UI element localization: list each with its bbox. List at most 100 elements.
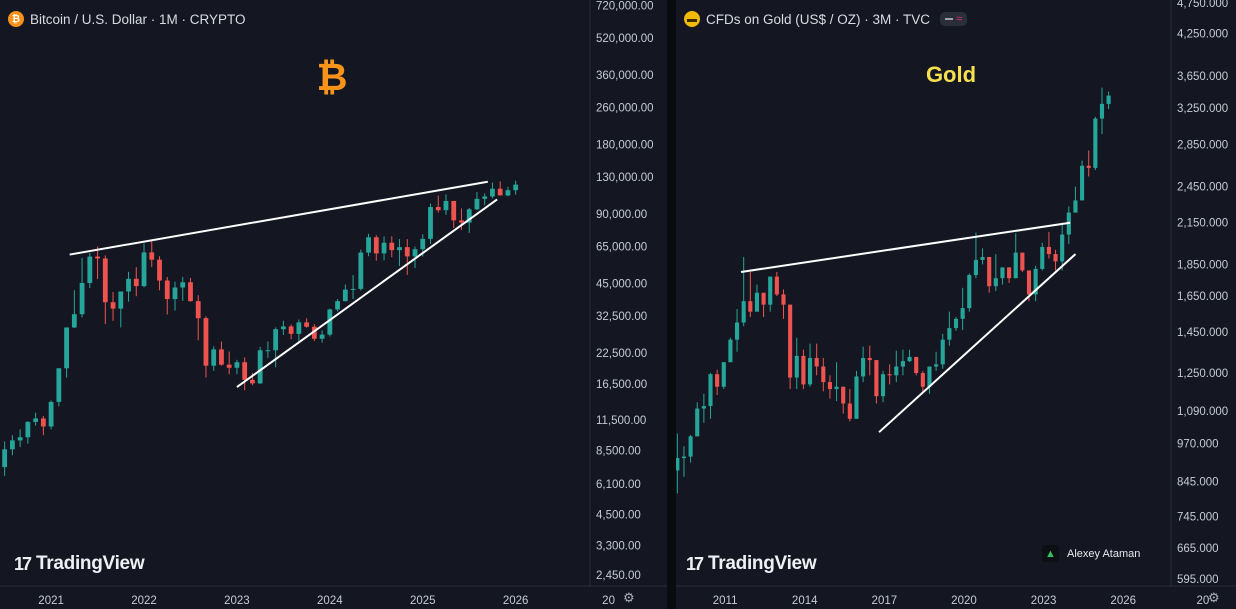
y-tick-label: 2,850.000 [1177,140,1228,152]
candle-down [133,278,139,287]
bitcoin-chart-panel[interactable]: 720,000.00 520,000.00 360,000.00 260,000.00… [0,0,667,609]
candle-up [79,282,85,315]
candle-down [373,237,379,254]
x-tick-label: 2023 [224,595,250,607]
candle-up [854,376,859,419]
y-tick-label: 260,000.00 [596,103,654,115]
candle-up [490,188,495,197]
y-tick-label: 3,300.00 [596,540,641,552]
settings-gear-icon[interactable]: ⚙ [1208,590,1220,605]
candle-up [87,256,93,283]
y-tick-label: 720,000.00 [596,0,654,12]
candle-down [748,301,753,312]
candle-up [734,322,740,340]
candle-up [443,200,449,211]
y-tick-label: 1,850.000 [1177,259,1228,271]
candle-up [118,291,124,309]
x-tick-label: 2024 [317,595,343,607]
y-tick-label: 4,500.00 [596,509,641,521]
candle-up [768,276,773,305]
candle-up [1060,234,1065,262]
candle-down [814,357,819,367]
candle-up [967,275,972,309]
candle-up [366,237,371,253]
panel-divider[interactable] [667,0,676,609]
candle-down [827,382,832,390]
tradingview-logo[interactable]: 17 TradingView [14,553,145,575]
x-tick-label: 2021 [38,595,64,607]
x-tick-label: 2026 [503,595,529,607]
trendline [69,180,488,256]
candle-down [781,294,786,305]
bitcoin-chart-canvas[interactable]: 720,000.00 520,000.00 360,000.00 260,000.00… [0,0,667,609]
candle-down [203,318,209,366]
candle-up [1073,200,1078,213]
candle-up [721,362,726,387]
candle-down [435,207,441,211]
y-tick-label: 22,500.00 [596,348,647,360]
candle-up [172,287,178,300]
candle-up [265,350,271,352]
y-tick-label: 180,000.00 [596,139,654,151]
y-tick-label: 2,450.000 [1177,181,1228,193]
minus-icon [945,18,954,20]
author-name: Alexey Ataman [1067,547,1141,560]
candle-up [1013,252,1018,279]
y-tick-label: 90,000.00 [596,209,647,221]
candle-down [821,366,826,383]
candle-down [1020,252,1025,271]
candle-up [319,334,325,339]
y-tick-label: 65,000.00 [596,242,647,254]
candle-up [676,458,680,471]
candle-up [741,301,746,323]
candle-down [867,357,872,361]
trendline [236,198,498,388]
candle-down [164,280,170,300]
candle-down [920,373,925,387]
x-tick-label: 2017 [872,595,898,607]
y-tick-label: 130,000.00 [596,172,654,184]
x-tick-label: 2025 [410,595,436,607]
candle-up [9,440,15,450]
candle-up [880,374,886,397]
y-tick-label: 2,450.00 [596,570,641,582]
x-tick-label: 2026 [1110,595,1136,607]
x-tick-label: 20 [1196,595,1209,607]
candle-down [40,418,46,427]
bitcoin-coin-icon: ₿ [8,11,24,27]
candle-up [296,322,302,334]
candle-down [1086,165,1091,168]
tradingview-logo[interactable]: 17 TradingView [686,553,817,575]
candle-up [1000,267,1005,279]
candle-down [788,304,793,378]
indicator-toggle-pill[interactable]: ≈ [940,12,968,26]
candle-up [412,249,418,257]
candle-up [428,207,433,239]
settings-gear-icon[interactable]: ⚙ [623,590,635,605]
candle-up [927,366,932,387]
author-badge: ▲ Alexey Ataman [1042,545,1140,562]
candle-up [513,184,519,191]
price-axis-area [1171,0,1236,609]
gold-chart-panel[interactable]: 4,750.000 4,250.000 3,650.000 3,250.000 2,85… [676,0,1236,609]
candle-up [48,401,54,427]
candle-down [887,374,892,376]
candle-up [33,418,39,422]
y-tick-label: 3,650.000 [1177,71,1228,83]
candle-up [688,436,693,457]
candle-up [56,368,62,402]
candle-up [1106,95,1111,104]
y-tick-label: 2,150.000 [1177,218,1228,230]
x-tick-label: 2020 [951,595,977,607]
candle-down [459,220,464,223]
candle-up [381,242,387,254]
candle-up [358,252,364,289]
candle-up [953,318,959,329]
candle-up [934,364,939,367]
gold-chart-canvas[interactable]: 4,750.000 4,250.000 3,650.000 3,250.000 2,85… [676,0,1236,609]
candle-down [288,326,294,334]
candle-up [754,292,760,312]
y-tick-label: 1,450.000 [1177,327,1228,339]
y-tick-label: 4,250.000 [1177,29,1228,41]
candle-down [102,258,108,303]
